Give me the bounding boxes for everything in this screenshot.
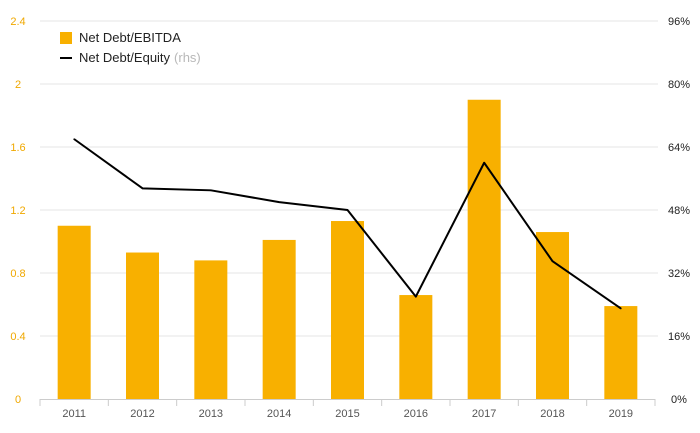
line-point	[415, 295, 417, 298]
line-point	[73, 138, 75, 140]
bar-series	[57, 99, 638, 399]
line-point	[551, 260, 554, 262]
legend-swatch-line	[60, 57, 72, 59]
x-tick-label: 2013	[199, 408, 223, 420]
y-left-tick-label: 2.4	[10, 16, 25, 28]
legend-item-line: Net Debt/Equity (rhs)	[60, 48, 201, 68]
bar	[126, 252, 159, 399]
y-axis-right: 0% 16% 32% 48% 64% 80% 96%	[668, 16, 690, 406]
x-tick-label: 2011	[62, 408, 86, 420]
x-tick-label: 2016	[404, 408, 428, 420]
bar	[194, 260, 228, 399]
line-series	[73, 138, 622, 310]
y-left-tick-label: 0.8	[10, 268, 25, 280]
legend: Net Debt/EBITDA Net Debt/Equity (rhs)	[60, 28, 201, 68]
y-right-tick-label: 80%	[668, 79, 690, 91]
bar	[399, 295, 433, 399]
line-point	[141, 187, 144, 190]
y-right-tick-label: 16%	[668, 331, 690, 343]
y-right-tick-label: 32%	[668, 268, 690, 280]
x-tick-label: 2019	[609, 408, 633, 420]
bar	[262, 239, 296, 399]
bar	[57, 225, 91, 399]
line-point	[483, 161, 485, 164]
y-right-tick-label: 64%	[668, 142, 690, 154]
line-point	[346, 209, 349, 211]
y-left-tick-label: 0	[15, 394, 21, 406]
legend-note-line: (rhs)	[174, 50, 201, 65]
x-tick-label: 2014	[267, 408, 291, 420]
y-right-tick-label: 48%	[668, 205, 690, 217]
bar	[331, 221, 364, 399]
y-left-tick-label: 2	[15, 79, 21, 91]
bar	[604, 306, 638, 399]
line-point	[210, 189, 212, 192]
bar	[467, 99, 501, 399]
y-left-tick-label: 1.2	[10, 205, 25, 217]
line-point	[278, 201, 280, 203]
bar	[536, 232, 569, 399]
line-point	[620, 307, 622, 310]
x-tick-label: 2018	[540, 408, 564, 420]
x-tick-label: 2017	[472, 408, 496, 420]
y-left-tick-label: 0.4	[10, 331, 25, 343]
x-axis: 2011 2012 2013 2014 2015 2016 2017 2018 2019	[39, 399, 656, 420]
legend-swatch-bars	[60, 32, 72, 44]
legend-label-line: Net Debt/Equity	[79, 50, 171, 65]
legend-label-bars: Net Debt/EBITDA	[79, 30, 181, 45]
y-axis-left: 0 0.4 0.8 1.2 1.6 2 2.4	[10, 16, 25, 406]
y-right-tick-label: 0%	[671, 394, 687, 406]
x-tick-label: 2012	[130, 408, 154, 420]
x-tick-label: 2015	[335, 408, 359, 420]
y-right-tick-label: 96%	[668, 16, 690, 28]
legend-item-bars: Net Debt/EBITDA	[60, 28, 201, 48]
y-left-tick-label: 1.6	[10, 142, 25, 154]
